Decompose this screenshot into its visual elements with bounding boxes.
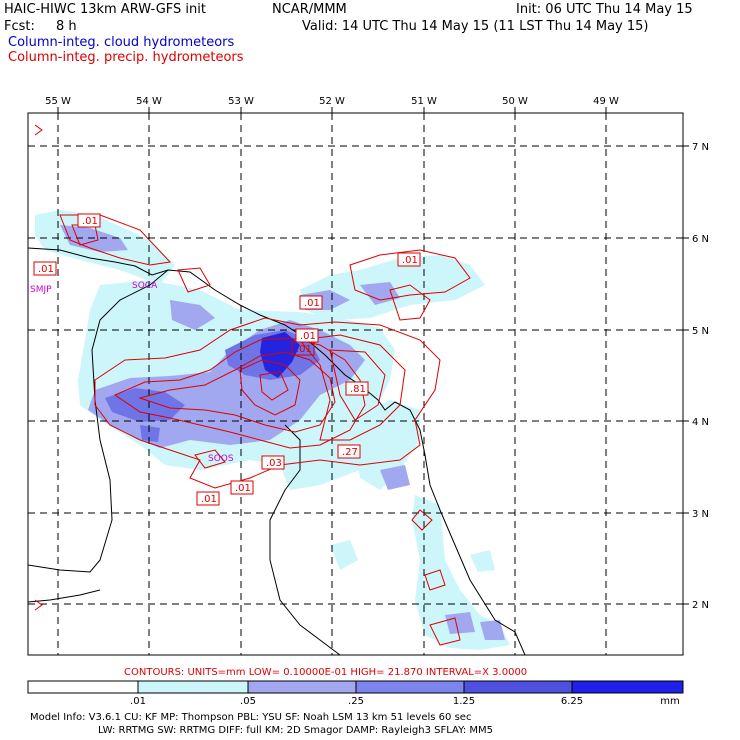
station-labels: SMJP SOCA SOOS: [30, 281, 234, 464]
model-info-line2: LW: RRTMG SW: RRTMG DIFF: full KM: 2D Sm…: [98, 725, 494, 736]
lon-label: 51 W: [411, 96, 437, 107]
latitude-labels: 7 N 6 N 5 N 4 N 3 N 2 N: [692, 142, 709, 611]
shaded-field: [35, 210, 510, 650]
map-title: HAIC-HIWC 13km ARW-GFS init: [4, 2, 206, 17]
contour-label: .03: [266, 458, 282, 469]
contour-label: .01: [235, 483, 251, 494]
lat-label: 3 N: [692, 509, 709, 520]
org-label: NCAR/MMM: [272, 2, 347, 17]
contour-label: .01: [201, 494, 217, 505]
lat-label: 2 N: [692, 600, 709, 611]
lon-label: 54 W: [136, 96, 162, 107]
colorbar-units: mm: [660, 696, 680, 707]
contour-label: .01: [300, 331, 316, 342]
contour-label: .27: [342, 447, 358, 458]
contour-info: CONTOURS: UNITS=mm LOW= 0.10000E-01 HIGH…: [124, 667, 528, 678]
colorbar-bin: [137, 680, 249, 694]
axis-ticks: [57, 107, 689, 605]
lon-label: 53 W: [228, 96, 254, 107]
lon-label: 52 W: [319, 96, 345, 107]
plot-frame: [27, 112, 684, 656]
station-label: SOOS: [208, 454, 234, 464]
station-label: SOCA: [132, 281, 158, 291]
valid-time: Valid: 14 UTC Thu 14 May 15 (11 LST Thu …: [302, 19, 649, 34]
contour-labels: .01 .01 .01 .01 .01 .01 .01 .01 .03 .27 …: [38, 216, 418, 505]
colorbar-tick: .01: [130, 696, 146, 707]
colorbar-tick: 6.25: [560, 696, 584, 707]
lat-label: 7 N: [692, 142, 709, 153]
lat-label: 6 N: [692, 234, 709, 245]
colorbar-bin: [355, 680, 465, 694]
edge-markers: [34, 124, 43, 611]
contour-label: .81: [350, 384, 366, 395]
contour-label: .01: [296, 344, 312, 355]
contour-label-boxes: [33, 213, 421, 506]
contour-label: .01: [38, 264, 54, 275]
colorbar-bin: [571, 680, 684, 694]
longitude-labels: 55 W 54 W 53 W 52 W 51 W 50 W 49 W: [45, 96, 619, 107]
precip-contours: [59, 214, 471, 646]
model-info-line1: Model Info: V3.6.1 CU: KF MP: Thompson P…: [30, 712, 472, 723]
contour-label: .01: [402, 255, 418, 266]
lat-label: 4 N: [692, 417, 709, 428]
lon-label: 49 W: [593, 96, 619, 107]
contour-label: .01: [304, 298, 320, 309]
coastline: [28, 247, 526, 655]
lon-label: 55 W: [45, 96, 71, 107]
field-precip-label: Column-integ. precip. hydrometeors: [8, 50, 244, 65]
colorbar: [27, 680, 684, 694]
field-cloud-label: Column-integ. cloud hydrometeors: [8, 35, 235, 50]
shade-dark-core: [260, 332, 300, 378]
colorbar-tick: .25: [348, 696, 364, 707]
station-label: SMJP: [30, 285, 52, 295]
contour-label: .01: [82, 216, 98, 227]
colorbar-bin: [463, 680, 573, 694]
colorbar-bin: [247, 680, 357, 694]
forecast-hour: 8 h: [56, 19, 77, 34]
init-time: Init: 06 UTC Thu 14 May 15: [516, 2, 693, 17]
lon-label: 50 W: [502, 96, 528, 107]
colorbar-tick: 1.25: [452, 696, 476, 707]
lat-label: 5 N: [692, 326, 709, 337]
colorbar-tick: .05: [240, 696, 256, 707]
forecast-label: Fcst:: [4, 19, 35, 34]
colorbar-bin: [27, 680, 139, 694]
graticule: [28, 113, 683, 655]
